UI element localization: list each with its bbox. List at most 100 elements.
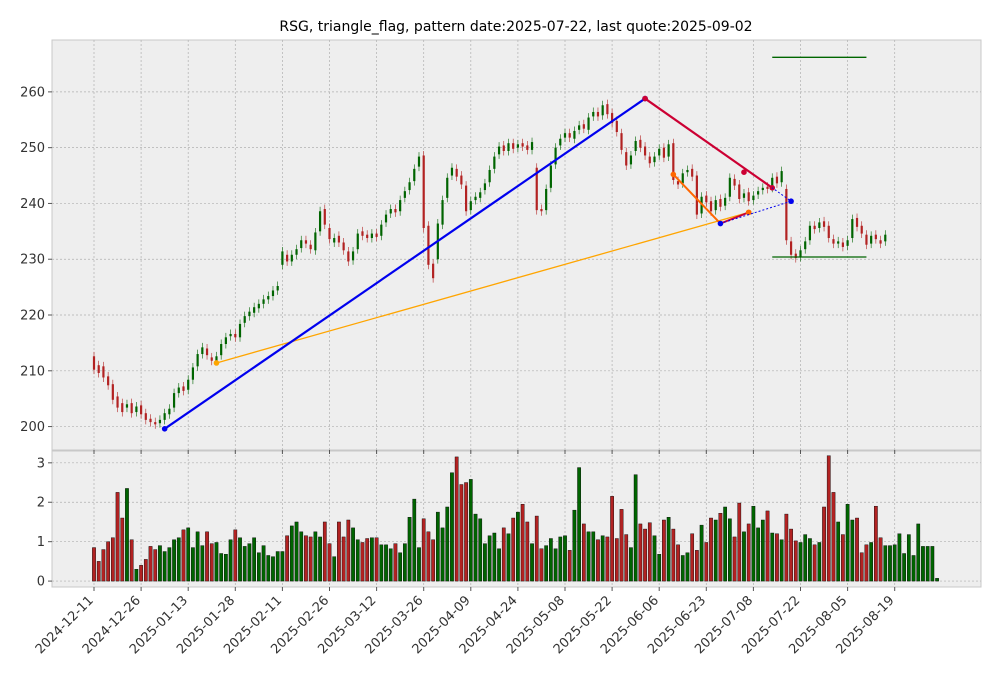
volume-bar	[798, 542, 803, 582]
volume-bar	[162, 551, 167, 582]
candle-body	[182, 386, 185, 391]
volume-bar	[878, 537, 883, 582]
candle-body	[394, 209, 397, 213]
candle-body	[427, 225, 430, 265]
candle-body	[742, 193, 746, 198]
volume-bar	[318, 536, 322, 582]
candle-body	[559, 138, 562, 146]
candle-body	[432, 263, 435, 279]
volume-bar	[403, 543, 407, 582]
volume-bar	[242, 546, 247, 582]
volume-bar	[426, 531, 431, 582]
volume-bar	[930, 546, 935, 582]
candle-body	[705, 195, 708, 203]
volume-bar	[619, 509, 624, 582]
volume-bar	[337, 521, 341, 582]
candle-body	[107, 376, 110, 386]
candle-body	[667, 144, 670, 157]
candle-body	[422, 155, 425, 228]
volume-bar	[591, 531, 596, 582]
volume-bar	[332, 556, 337, 582]
candle-body	[408, 182, 411, 191]
volume-bar	[148, 546, 153, 582]
volume-bar	[921, 546, 925, 582]
volume-bar	[760, 519, 765, 582]
volume-bar	[454, 456, 459, 582]
volume-bar	[501, 527, 506, 582]
volume-bar	[605, 536, 610, 582]
candle-body	[493, 156, 496, 169]
candle-body	[738, 184, 741, 199]
volume-bar	[224, 554, 228, 582]
candle-body	[300, 240, 303, 249]
candle-body	[596, 111, 600, 117]
volume-bar	[120, 517, 125, 582]
volume-bar	[746, 523, 751, 582]
candle-body	[691, 168, 694, 177]
candle-body	[158, 419, 162, 424]
candle-body	[220, 344, 223, 356]
candle-body	[286, 254, 289, 262]
candle-body	[643, 146, 647, 156]
volume-bar	[280, 551, 285, 582]
volume-bar	[690, 533, 695, 582]
volume-bar	[238, 537, 242, 582]
candle-body	[516, 144, 519, 148]
volume-bar	[695, 550, 699, 582]
candle-body	[389, 209, 392, 214]
orange-flag-line	[672, 173, 722, 225]
candle-body	[333, 238, 336, 243]
orange-trendline-point	[213, 360, 220, 366]
candle-body	[469, 201, 472, 211]
volume-bar	[676, 544, 680, 582]
candle-body	[342, 242, 345, 251]
volume-bar	[544, 545, 549, 582]
price-tick-label: 200	[20, 420, 45, 435]
price-tick-label: 220	[20, 309, 45, 324]
volume-bar	[247, 543, 252, 582]
candle-body	[384, 214, 388, 223]
volume-bar	[855, 517, 859, 582]
volume-bar	[412, 498, 417, 582]
volume-bar	[572, 509, 577, 582]
volume-bar	[892, 544, 897, 582]
candle-body	[238, 323, 242, 338]
volume-bar	[252, 537, 256, 582]
candle-body	[177, 387, 180, 394]
volume-bar	[313, 531, 318, 582]
volume-bar	[176, 537, 181, 582]
candle-body	[366, 234, 369, 239]
candle-body	[587, 117, 590, 130]
candle-body	[356, 233, 359, 250]
volume-bar	[539, 548, 544, 582]
volume-bar	[360, 542, 365, 582]
price-tick-label: 250	[20, 141, 45, 156]
volume-bar	[115, 492, 120, 582]
volume-bar	[864, 544, 869, 582]
candle-body	[733, 178, 736, 186]
volume-bar	[327, 543, 332, 582]
candle-body	[870, 235, 873, 244]
volume-bar	[275, 551, 280, 582]
candle-body	[695, 175, 698, 215]
volume-bar	[355, 539, 360, 582]
volume-bar	[902, 553, 906, 582]
volume-bar	[92, 547, 96, 582]
candle-body	[215, 356, 218, 361]
candle-body	[172, 393, 176, 408]
volume-bar	[520, 504, 525, 582]
volume-bar	[440, 527, 445, 582]
candle-body	[488, 169, 491, 183]
blue-dotted-line	[720, 187, 793, 225]
volume-bar	[209, 543, 214, 582]
candle-body	[709, 201, 713, 212]
candle-body	[328, 227, 331, 240]
price-panel	[51, 39, 982, 451]
red-trendline	[644, 97, 773, 189]
candle-body	[276, 286, 279, 291]
volume-bar	[633, 474, 638, 582]
candle-body	[314, 232, 317, 251]
volume-bar	[110, 537, 115, 582]
candle-body	[611, 113, 614, 124]
